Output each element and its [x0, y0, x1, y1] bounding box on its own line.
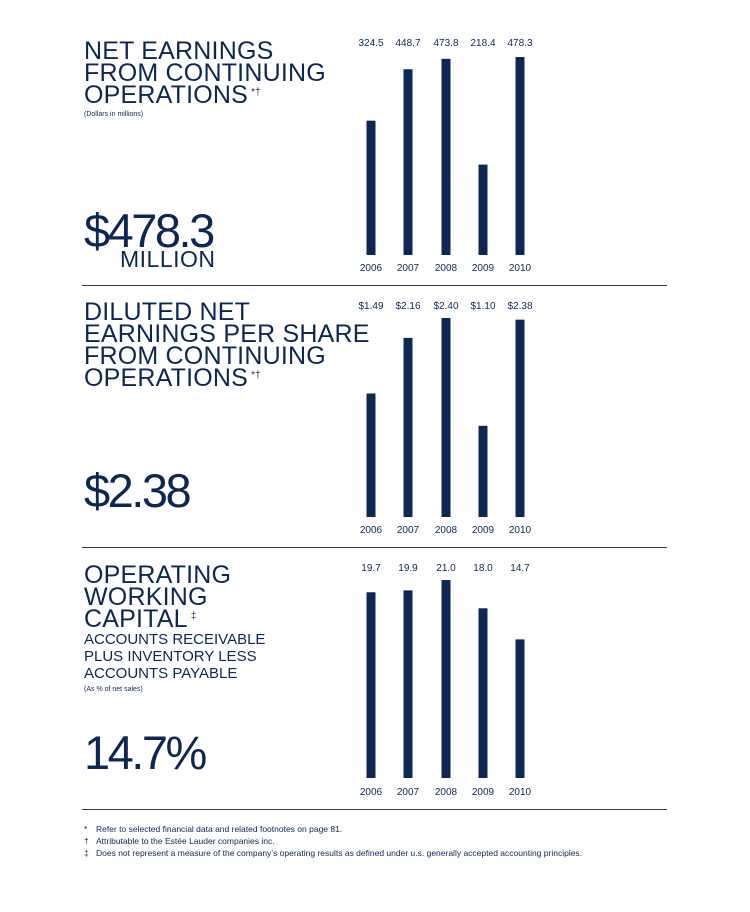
headline-value: 14.7% [84, 726, 207, 779]
title-line: EARNINGS PER SHARE [84, 320, 370, 348]
footnote-marker: ‡ [190, 611, 197, 622]
bar-2010 [515, 639, 525, 778]
bar-2007 [403, 590, 413, 778]
bar-2010 [515, 57, 525, 255]
title-line: OPERATIONS *† [84, 81, 261, 109]
headline-unit: MILLION [120, 246, 216, 272]
bar-2009 [478, 425, 488, 517]
footnote-text: Refer to selected financial data and rel… [96, 824, 343, 834]
panel-title: OPERATING WORKING CAPITAL ‡ [84, 561, 232, 633]
headline-value: $478.3 [84, 204, 215, 257]
headline-value: $2.38 [84, 464, 192, 517]
bar-2006 [366, 393, 376, 517]
bar-2006 [366, 120, 376, 255]
footnote-mark: ‡ [84, 848, 89, 858]
section-divider [82, 285, 667, 286]
category-label-2006: 2006 [360, 787, 383, 798]
title-line: OPERATING [84, 561, 232, 589]
bar-2007 [403, 337, 413, 517]
working-capital-panel: OPERATING WORKING CAPITAL ‡ ACCOUNTS RECE… [82, 555, 667, 809]
category-label-2009: 2009 [472, 787, 495, 798]
category-label-2007: 2007 [397, 787, 420, 798]
bar-2010 [515, 319, 525, 517]
value-label-2009: $1.10 [470, 301, 495, 312]
value-label-2009: 218.4 [470, 38, 495, 49]
title-line: DILUTED NET [84, 298, 251, 326]
subtitle-line: PLUS INVENTORY LESS [84, 648, 257, 665]
footnote-text: Does not represent a measure of the comp… [96, 848, 583, 858]
bar-2009 [478, 608, 488, 778]
title-line: NET EARNINGS [84, 37, 274, 65]
bar-2008 [441, 318, 451, 517]
value-label-2007: $2.16 [395, 301, 420, 312]
title-line: CAPITAL ‡ [84, 605, 197, 633]
bar-2008 [441, 58, 451, 255]
value-label-2008: 473.8 [433, 38, 458, 49]
diluted-eps-chart: $1.49 2006 $2.16 2007 $2.40 2008 $1.10 2009 $2.3… [358, 301, 532, 536]
footnote: ‡ Does not represent a measure of the com… [84, 847, 582, 859]
subtitle-line: ACCOUNTS RECEIVABLE [84, 631, 266, 648]
value-label-2008: 21.0 [436, 563, 456, 574]
footnote: * Refer to selected financial data and re… [84, 823, 582, 835]
bar-chart: 19.7 2006 19.9 2007 21.0 2008 18.0 2009 14.7 2010 [354, 555, 544, 809]
value-label-2006: 324.5 [358, 38, 383, 49]
units-note: (As % of net sales) [84, 686, 143, 693]
value-label-2006: $1.49 [358, 301, 383, 312]
footnote-marker: *† [251, 87, 261, 98]
panel-subtitle: ACCOUNTS RECEIVABLE PLUS INVENTORY LESS … [84, 631, 265, 682]
title-line: FROM CONTINUING [84, 59, 326, 87]
category-label-2010: 2010 [509, 263, 532, 274]
working-capital-chart: 19.7 2006 19.9 2007 21.0 2008 18.0 2009 14.7 2010 [360, 563, 532, 798]
value-label-2010: 14.7 [510, 563, 530, 574]
diluted-eps-panel: DILUTED NET EARNINGS PER SHARE FROM CONT… [82, 293, 667, 547]
bar-chart: 324.5 2006 448.7 2007 473.8 2008 218.4 2009 478.… [354, 30, 544, 285]
net-earnings-panel: NET EARNINGS FROM CONTINUING OPERATIONS *… [82, 30, 667, 285]
bar-2007 [403, 69, 413, 255]
value-label-2010: $2.38 [507, 301, 532, 312]
category-label-2008: 2008 [435, 525, 458, 536]
units-note: (Dollars in millions) [84, 111, 144, 118]
panel-title: DILUTED NET EARNINGS PER SHARE FROM CONT… [84, 298, 370, 392]
section-divider [82, 547, 667, 548]
bar-chart: $1.49 2006 $2.16 2007 $2.40 2008 $1.10 2009 $2.3… [354, 293, 544, 547]
bar-2006 [366, 592, 376, 778]
category-label-2007: 2007 [397, 263, 420, 274]
title-line: WORKING [84, 583, 208, 611]
category-label-2008: 2008 [435, 263, 458, 274]
category-label-2008: 2008 [435, 787, 458, 798]
bar-2008 [441, 580, 451, 778]
footnote-mark: * [84, 824, 88, 834]
section-divider [82, 809, 667, 810]
value-label-2009: 18.0 [473, 563, 493, 574]
value-label-2006: 19.7 [361, 563, 381, 574]
footnote-marker: *† [251, 370, 261, 381]
footnote-text: Attributable to the Estée Lauder compani… [96, 836, 275, 846]
value-label-2007: 19.9 [398, 563, 418, 574]
footnotes: * Refer to selected financial data and re… [84, 823, 582, 859]
bar-2009 [478, 164, 488, 255]
footnote: † Attributable to the Estée Lauder compan… [84, 835, 582, 847]
category-label-2007: 2007 [397, 525, 420, 536]
category-label-2009: 2009 [472, 525, 495, 536]
value-label-2008: $2.40 [433, 301, 458, 312]
footnote-mark: † [84, 836, 89, 846]
subtitle-line: ACCOUNTS PAYABLE [84, 665, 238, 682]
category-label-2009: 2009 [472, 263, 495, 274]
category-label-2010: 2010 [509, 525, 532, 536]
category-label-2010: 2010 [509, 787, 532, 798]
value-label-2010: 478.3 [507, 38, 532, 49]
panel-title: NET EARNINGS FROM CONTINUING OPERATIONS *… [84, 37, 326, 109]
title-line: FROM CONTINUING [84, 342, 326, 370]
value-label-2007: 448.7 [395, 38, 420, 49]
category-label-2006: 2006 [360, 525, 383, 536]
net-earnings-chart: 324.5 2006 448.7 2007 473.8 2008 218.4 2009 478.… [358, 38, 532, 274]
title-line: OPERATIONS *† [84, 364, 261, 392]
category-label-2006: 2006 [360, 263, 383, 274]
